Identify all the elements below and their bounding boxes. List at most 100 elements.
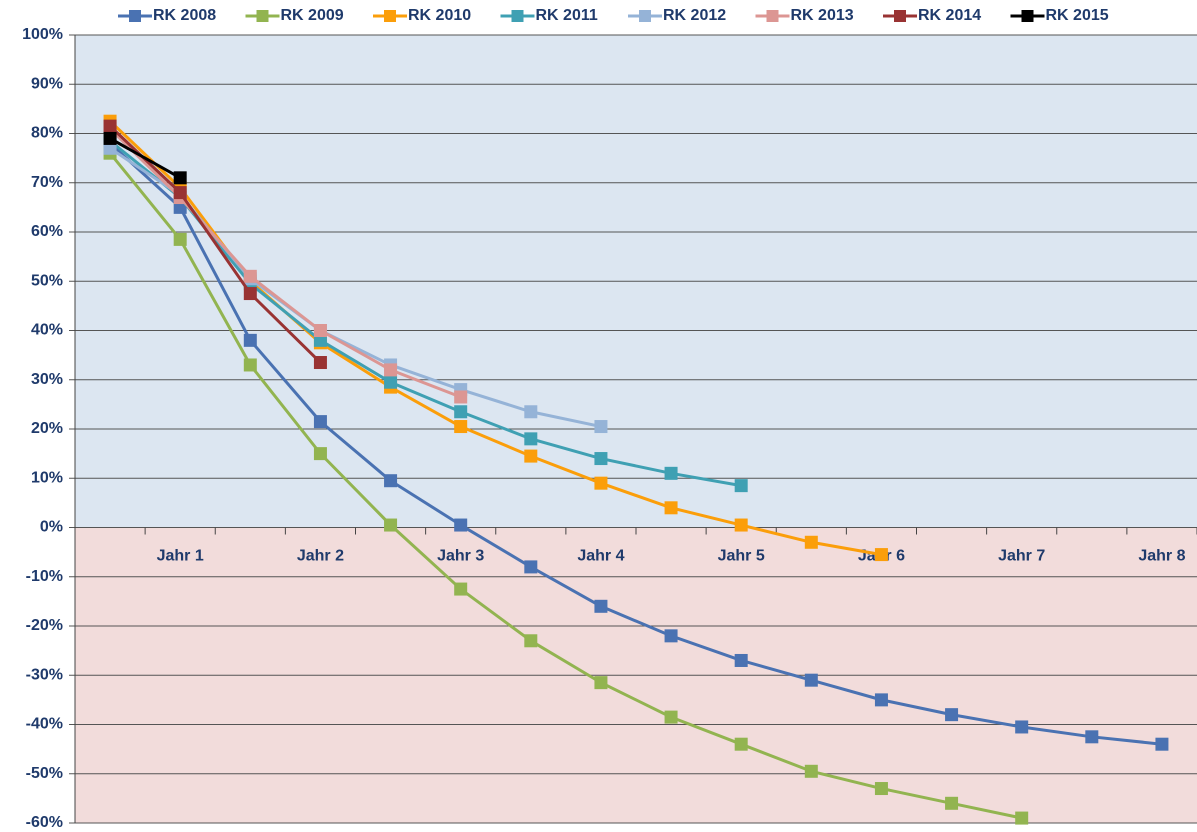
- point: [173, 200, 187, 214]
- point: [524, 634, 538, 648]
- legend-label: RK 2014: [918, 7, 981, 24]
- point: [384, 474, 398, 488]
- point: [454, 518, 468, 532]
- point: [524, 449, 538, 463]
- point: [243, 333, 257, 347]
- x-tick-label: Jahr 2: [297, 548, 344, 565]
- x-tick-label: Jahr 1: [157, 548, 204, 565]
- point: [173, 171, 187, 185]
- point: [874, 548, 888, 562]
- point: [1015, 720, 1029, 734]
- legend-label: RK 2008: [153, 7, 216, 24]
- x-tick-label: Jahr 3: [437, 548, 484, 565]
- point: [594, 599, 608, 613]
- legend-marker: [511, 10, 524, 22]
- point: [103, 141, 117, 155]
- point: [313, 356, 327, 370]
- legend-marker: [384, 10, 396, 22]
- point: [734, 653, 748, 667]
- series-line: [109, 127, 462, 399]
- point: [664, 710, 678, 724]
- point: [804, 764, 818, 778]
- point: [384, 518, 398, 532]
- point: [243, 358, 257, 372]
- y-tick-label: -10%: [26, 568, 63, 585]
- legend-marker: [1021, 10, 1034, 22]
- y-tick-label: 10%: [31, 469, 63, 486]
- point: [874, 693, 888, 707]
- y-tick-label: 0%: [40, 519, 63, 536]
- y-tick-label: 20%: [31, 420, 63, 437]
- point: [384, 363, 398, 377]
- series-line: [109, 137, 181, 180]
- point: [1155, 737, 1169, 751]
- point: [313, 415, 327, 429]
- y-tick-label: 80%: [31, 125, 63, 142]
- point: [173, 186, 187, 200]
- point: [384, 375, 398, 389]
- y-tick-label: 50%: [31, 272, 63, 289]
- point: [524, 405, 538, 419]
- y-tick-label: -30%: [26, 666, 63, 683]
- legend-label: RK 2015: [1046, 7, 1109, 24]
- point: [1085, 730, 1099, 744]
- point: [524, 560, 538, 574]
- point: [313, 447, 327, 461]
- point: [1015, 811, 1029, 825]
- x-tick-label: Jahr 8: [1138, 548, 1185, 565]
- point: [734, 737, 748, 751]
- point: [594, 676, 608, 690]
- point: [173, 232, 187, 246]
- y-tick-label: 60%: [31, 223, 63, 240]
- point: [734, 479, 748, 493]
- point: [454, 582, 468, 596]
- point: [874, 782, 888, 796]
- legend-label: RK 2009: [281, 7, 344, 24]
- point: [804, 535, 818, 549]
- point: [243, 287, 257, 301]
- point: [243, 269, 257, 283]
- point: [594, 420, 608, 434]
- series-line: [108, 152, 1022, 820]
- point: [313, 324, 327, 337]
- point: [103, 131, 117, 145]
- legend-label: RK 2010: [408, 7, 471, 24]
- series-line: [109, 142, 1163, 746]
- y-tick-label: -60%: [26, 814, 63, 831]
- point: [664, 466, 678, 480]
- point: [103, 119, 117, 133]
- legend-marker: [766, 10, 779, 22]
- point: [454, 420, 468, 434]
- point: [454, 390, 468, 404]
- y-tick-label: 100%: [22, 26, 63, 43]
- y-tick-label: -20%: [26, 617, 63, 634]
- x-tick-label: Jahr 5: [718, 548, 765, 565]
- point: [454, 405, 468, 419]
- point: [945, 708, 959, 722]
- point: [594, 452, 608, 466]
- y-tick-label: -40%: [26, 716, 63, 733]
- x-tick-label: Jahr 4: [577, 548, 624, 565]
- point: [664, 629, 678, 643]
- y-tick-label: 30%: [31, 371, 63, 388]
- point: [804, 673, 818, 687]
- point: [734, 518, 748, 532]
- legend-label: RK 2011: [536, 7, 598, 24]
- y-tick-label: 90%: [31, 75, 63, 92]
- point: [594, 476, 608, 490]
- point: [313, 333, 327, 347]
- legend-label: RK 2012: [663, 7, 726, 24]
- legend-marker: [256, 10, 269, 22]
- y-tick-label: -50%: [26, 765, 63, 782]
- point: [664, 501, 678, 515]
- y-tick-label: 40%: [31, 322, 63, 339]
- y-tick-label: 70%: [31, 174, 63, 191]
- legend-marker: [639, 10, 651, 22]
- point: [524, 432, 538, 446]
- legend-marker: [129, 10, 141, 22]
- legend-label: RK 2013: [791, 7, 854, 24]
- legend-marker: [894, 10, 906, 22]
- x-tick-label: Jahr 7: [998, 548, 1045, 565]
- point: [945, 796, 959, 810]
